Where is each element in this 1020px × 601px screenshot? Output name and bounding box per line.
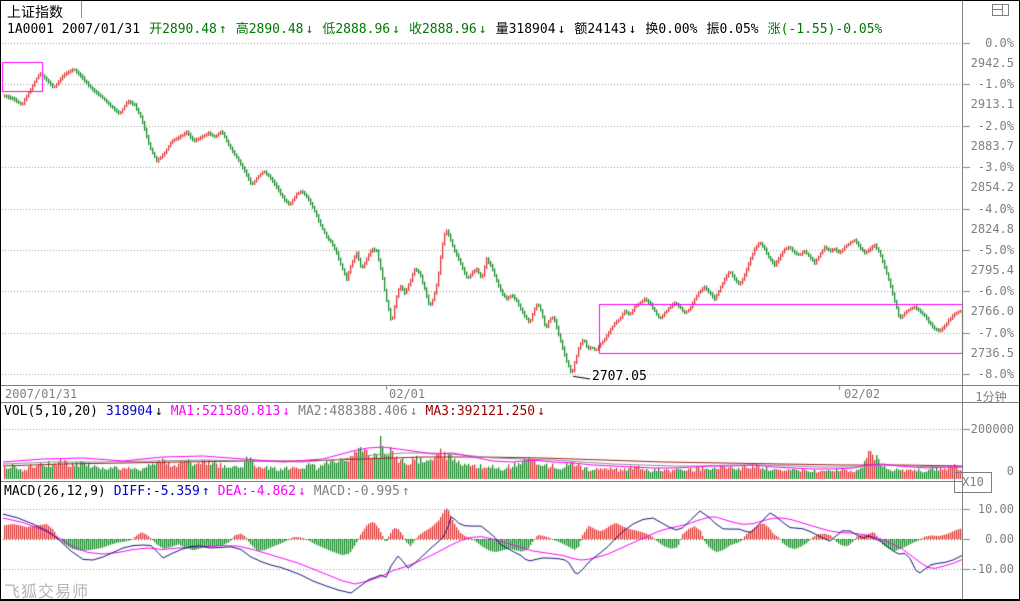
close: 收2888.96 bbox=[408, 22, 477, 37]
price-axis-pct: -6.0% bbox=[977, 284, 1014, 299]
split-window-icon-line bbox=[1002, 5, 1003, 15]
date-label: 2007/01/31 bbox=[5, 387, 78, 401]
trend-arrow: ↓ bbox=[557, 22, 566, 37]
trend-arrow: ↑ bbox=[218, 22, 227, 37]
trend-arrow: ↓ bbox=[628, 22, 637, 37]
trend-arrow: ↓ bbox=[154, 404, 163, 419]
macd-formula: MACD(26,12,9) bbox=[4, 484, 106, 499]
split-window-icon[interactable] bbox=[992, 4, 1009, 16]
trend-arrow: ↓ bbox=[478, 22, 487, 37]
vol-value: 318904 bbox=[105, 404, 153, 419]
volume-unit-label: X10 bbox=[962, 475, 984, 489]
split-window-icon-line bbox=[993, 9, 1002, 10]
vol-formula: VOL(5,10,20) bbox=[4, 404, 98, 419]
price-axis-pct: -3.0% bbox=[977, 160, 1014, 175]
macd-axis-label: -10.00 bbox=[970, 562, 1014, 576]
price-axis-pct: -4.0% bbox=[977, 201, 1014, 216]
open: 开2890.48 bbox=[149, 22, 217, 37]
price-axis-pct: -2.0% bbox=[977, 118, 1014, 133]
date-label: 02/01 bbox=[389, 387, 426, 401]
price-axis-pct: 0.0% bbox=[985, 36, 1014, 50]
volume-header: VOL(5,10,20) 318904 ↓ MA1:521580.813 ↓ MA2:48… bbox=[4, 404, 553, 419]
vol-ma3: MA3:392121.250 bbox=[425, 404, 536, 419]
amplitude: 振0.05% bbox=[706, 22, 759, 37]
change: 涨(-1.55)-0.05% bbox=[767, 22, 883, 37]
trend-arrow: ↓ bbox=[392, 22, 400, 37]
low-price-annotation: 2707.05 bbox=[592, 369, 647, 384]
low: 低2888.96 bbox=[322, 22, 391, 37]
volume: 量318904 bbox=[495, 22, 556, 37]
amount: 额24143 bbox=[574, 22, 627, 37]
vol-ma1: MA1:521580.813 bbox=[170, 404, 281, 419]
vol-ma2: MA2:488388.406 bbox=[298, 404, 408, 419]
price-axis-pct: -5.0% bbox=[977, 243, 1014, 257]
separator-vol-macd bbox=[1, 481, 962, 482]
trend-arrow: ↓ bbox=[282, 404, 291, 419]
price-axis-price: 2766.0 bbox=[970, 304, 1014, 319]
watermark: 飞狐交易师 bbox=[4, 582, 90, 601]
high: 高2890.48 bbox=[235, 22, 304, 37]
macd-diff: DIFF:-5.359 bbox=[113, 484, 200, 499]
price-axis-pct: -8.0% bbox=[977, 367, 1014, 382]
date-label: 02/02 bbox=[844, 387, 881, 401]
title-divider bbox=[81, 1, 82, 18]
volume-unit-box: X10 bbox=[954, 472, 992, 493]
price-axis-price: 2854.2 bbox=[970, 180, 1014, 195]
price-axis-price: 2824.8 bbox=[970, 221, 1014, 236]
trend-arrow: ↓ bbox=[305, 22, 314, 37]
trend-arrow: ↓ bbox=[409, 404, 418, 419]
price-axis-pct: -7.0% bbox=[977, 325, 1014, 340]
price-axis-price: 2736.5 bbox=[970, 345, 1014, 360]
volume-axis-label: 0 bbox=[1006, 464, 1014, 478]
macd-axis-label: 10.00 bbox=[977, 502, 1014, 516]
price-axis-price: 2795.4 bbox=[970, 263, 1014, 277]
macd-macd: MACD:-0.995 bbox=[313, 484, 400, 499]
axis-separator bbox=[962, 1, 963, 599]
info-bar: 1A0001 2007/01/31 开2890.48 ↑ 高2890.48 ↓ 低2888… bbox=[7, 18, 891, 37]
price-axis-pct: -1.0% bbox=[977, 77, 1014, 92]
turnover: 换0.00% bbox=[645, 22, 698, 37]
price-axis-price: 2942.5 bbox=[970, 56, 1014, 70]
macd-header: MACD(26,12,9) DIFF:-5.359 ↑ DEA:-4.862 ↓ MACD… bbox=[4, 484, 418, 499]
macd-axis-label: 0.00 bbox=[985, 532, 1014, 546]
period-label[interactable]: 1分钟 bbox=[975, 390, 1007, 404]
price-axis-price: 2883.7 bbox=[970, 138, 1014, 153]
page-title: 上证指数 bbox=[7, 5, 63, 21]
macd-dea: DEA:-4.862 bbox=[217, 484, 296, 499]
separator-xaxis-bottom bbox=[1, 402, 1019, 403]
trend-arrow: ↑ bbox=[201, 484, 210, 499]
volume-axis-label: 200000 bbox=[970, 422, 1014, 436]
trend-arrow: ↑ bbox=[401, 484, 410, 499]
trend-arrow: ↓ bbox=[537, 404, 545, 419]
code-and-date: 1A0001 2007/01/31 bbox=[7, 22, 141, 37]
price-axis-price: 2913.1 bbox=[970, 97, 1014, 112]
trend-arrow: ↓ bbox=[297, 484, 306, 499]
separator-xaxis-top bbox=[1, 385, 1019, 386]
